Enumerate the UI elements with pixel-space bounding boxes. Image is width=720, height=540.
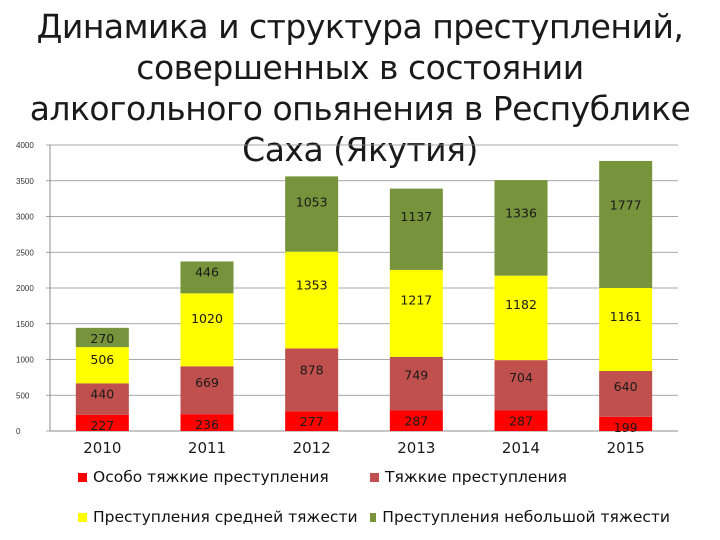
legend-swatch-grave [370,472,379,482]
data-label: 1053 [296,195,328,210]
legend-swatch-medium [78,512,87,522]
data-label: 1161 [610,309,642,324]
y-tick-label: 0 [16,427,21,436]
bar-segment [180,366,234,415]
bar-segment [389,188,443,270]
data-label: 506 [90,352,114,367]
bar-segment [285,176,339,252]
y-tick-label: 2500 [16,248,34,257]
bar-segment [389,269,443,357]
data-label: 749 [404,368,428,383]
bar-segment [285,251,339,349]
data-label: 227 [90,418,114,433]
y-tick-label: 1000 [16,356,34,365]
legend-swatch-minor [370,512,377,522]
legend-item-grave: Тяжкие преступления [370,468,670,486]
bar-segment [599,288,653,372]
x-category-label: 2011 [188,439,226,457]
legend-label: Преступления небольшой тяжести [382,508,670,526]
bar-segment [494,180,548,276]
x-category-label: 2015 [607,439,645,457]
legend-swatch-especially-grave [78,472,87,482]
data-label: 277 [300,414,324,429]
bar-segment [599,371,653,417]
data-label: 1182 [505,297,537,312]
bar-segment [389,410,443,431]
bar-segment [75,347,129,384]
y-tick-label: 1500 [16,320,34,329]
bar-segment [285,348,339,412]
data-label: 1137 [400,209,432,224]
x-category-label: 2010 [83,439,121,457]
data-label: 1217 [400,292,432,307]
page-title: Динамика и структура преступлений, совер… [29,7,691,169]
bar-segment [494,275,548,361]
bar-segment [599,160,653,288]
data-label: 1336 [505,206,537,221]
bar-segment [389,356,443,411]
data-label: 446 [195,265,219,280]
legend-item-especially-grave: Особо тяжкие преступления [78,468,370,486]
bar-segment [180,261,234,294]
bar-segment [180,293,234,367]
bar-segment [75,414,129,431]
data-label: 1777 [610,197,642,212]
bar-segment [75,383,129,415]
y-tick-label: 2000 [16,284,34,293]
bar-segment [599,416,653,431]
bar-segment [75,327,129,348]
legend-item-medium: Преступления средней тяжести [78,508,370,526]
bar-segment [180,414,234,431]
x-category-label: 2014 [502,439,540,457]
data-label: 287 [404,413,428,428]
data-label: 287 [509,413,533,428]
bar-segment [285,411,339,431]
data-label: 1353 [296,278,328,293]
legend-label: Тяжкие преступления [385,468,567,486]
bar-segment [494,360,548,411]
data-label: 1020 [191,311,223,326]
data-label: 236 [195,417,219,432]
legend: Особо тяжкие преступления Тяжкие преступ… [78,468,698,526]
data-label: 704 [509,370,533,385]
legend-item-minor: Преступления небольшой тяжести [370,508,670,526]
x-category-label: 2013 [397,439,435,457]
y-tick-label: 4000 [16,141,34,150]
y-tick-label: 500 [16,391,30,400]
data-label: 878 [300,362,324,377]
x-category-label: 2012 [293,439,331,457]
data-label: 270 [90,331,114,346]
legend-label: Особо тяжкие преступления [93,468,329,486]
data-label: 640 [614,379,638,394]
data-label: 199 [614,420,638,435]
legend-label: Преступления средней тяжести [93,508,358,526]
bar-segment [494,410,548,431]
data-label: 440 [90,386,114,401]
y-tick-label: 3000 [16,213,34,222]
data-label: 669 [195,375,219,390]
y-tick-label: 3500 [16,177,34,186]
